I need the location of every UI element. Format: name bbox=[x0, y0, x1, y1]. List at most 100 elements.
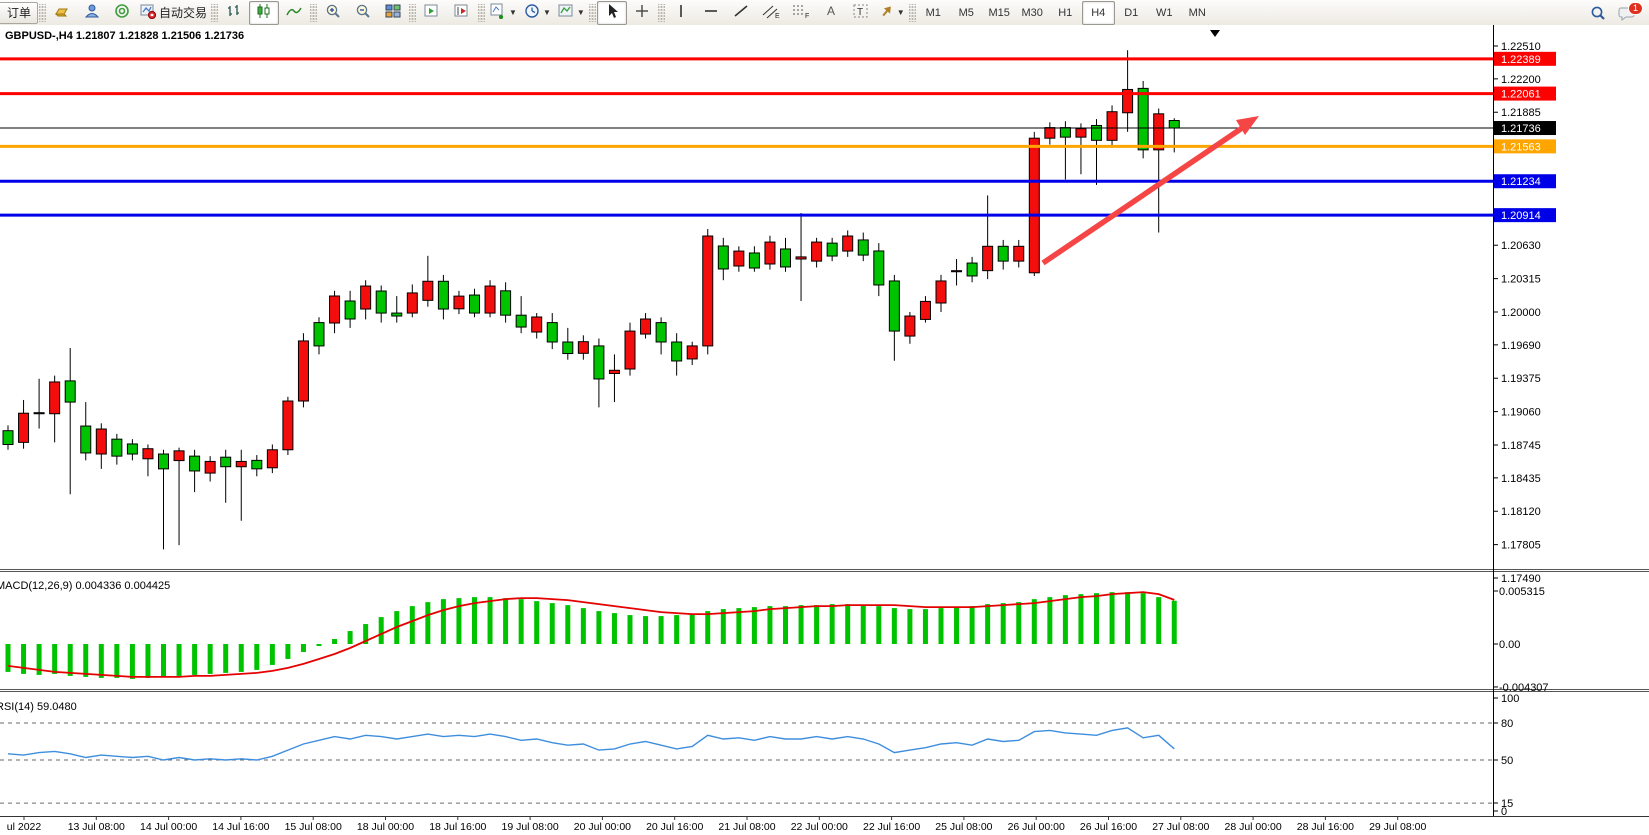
macd-histogram-bar bbox=[922, 609, 928, 644]
rsi-tick-label: 15 bbox=[1501, 798, 1513, 810]
timeframe-h1[interactable]: H1 bbox=[1049, 1, 1082, 25]
chart-back-button[interactable] bbox=[447, 1, 477, 25]
trend-arrow[interactable] bbox=[1041, 121, 1250, 266]
candle-body bbox=[391, 312, 403, 317]
arrows-button[interactable]: ▼ bbox=[876, 1, 908, 25]
candle-body bbox=[624, 330, 636, 370]
price-tick-label: 1.20000 bbox=[1501, 307, 1541, 319]
macd-histogram-bar bbox=[689, 614, 695, 644]
gold-button[interactable] bbox=[47, 1, 77, 25]
timeframe-label: M15 bbox=[988, 6, 1010, 19]
candle-body bbox=[2, 430, 14, 445]
timeframe-m5[interactable]: M5 bbox=[950, 1, 983, 25]
profile-button[interactable] bbox=[77, 1, 107, 25]
macd-histogram-bar bbox=[347, 631, 353, 644]
macd-histogram-bar bbox=[114, 644, 120, 678]
period-clock-button[interactable]: ▼ bbox=[520, 1, 554, 25]
macd-histogram-bar bbox=[52, 644, 58, 674]
rsi-tick-label: 0 bbox=[1501, 806, 1507, 818]
candle-body bbox=[546, 322, 558, 343]
chat-button[interactable]: 1 bbox=[1613, 1, 1643, 25]
cursor-button[interactable] bbox=[596, 0, 627, 25]
macd-histogram-bar bbox=[36, 644, 42, 675]
candle-body bbox=[997, 245, 1009, 262]
candle-body bbox=[1028, 137, 1040, 274]
chart-forward-button[interactable] bbox=[417, 1, 447, 25]
macd-histogram-bar bbox=[814, 605, 820, 644]
macd-histogram-bar bbox=[192, 644, 198, 675]
timeframe-mn[interactable]: MN bbox=[1181, 1, 1214, 25]
candle-body bbox=[18, 412, 30, 443]
autotrade-icon bbox=[140, 3, 157, 22]
candle-body bbox=[1106, 111, 1118, 141]
time-tick-label: 18 Jul 00:00 bbox=[357, 821, 414, 830]
bar-chart-button[interactable] bbox=[219, 1, 249, 25]
candle-body bbox=[686, 345, 698, 360]
trendline-button[interactable] bbox=[726, 1, 756, 25]
macd-histogram-bar bbox=[487, 597, 493, 644]
price-tick-label: 1.19690 bbox=[1501, 340, 1541, 352]
macd-histogram-bar bbox=[5, 644, 11, 672]
time-tick-label: 26 Jul 00:00 bbox=[1008, 821, 1065, 830]
toolbar-separator bbox=[478, 3, 486, 22]
label-button[interactable]: T bbox=[846, 1, 876, 25]
macd-histogram-bar bbox=[611, 613, 617, 644]
add-indicator-button[interactable]: ▼ bbox=[486, 1, 520, 25]
candlestick-button[interactable] bbox=[249, 0, 280, 25]
timeframe-label: M30 bbox=[1021, 6, 1043, 19]
candle-body bbox=[1137, 87, 1149, 151]
period-clock-icon bbox=[523, 3, 541, 22]
candle-body bbox=[406, 292, 418, 314]
rsi-tick-label: 50 bbox=[1501, 755, 1513, 767]
zoom-in-button[interactable] bbox=[318, 1, 348, 25]
chart-area[interactable]: 1.22510 1.22200 1.21885 1.20630 1.20315 1.200… bbox=[0, 25, 1649, 833]
crosshair-button[interactable] bbox=[627, 1, 657, 25]
macd-histogram-bar bbox=[1047, 597, 1053, 644]
price-tick-label: 1.18745 bbox=[1501, 440, 1541, 452]
channel-icon: E bbox=[761, 3, 781, 22]
timeframe-m1[interactable]: M1 bbox=[917, 1, 950, 25]
macd-histogram-bar bbox=[472, 597, 477, 644]
timeframe-m15[interactable]: M15 bbox=[983, 1, 1016, 25]
signal-button[interactable] bbox=[107, 1, 137, 25]
candle-body bbox=[515, 314, 527, 328]
candle-body bbox=[1168, 120, 1180, 129]
hline-button[interactable] bbox=[696, 1, 726, 25]
timeframe-label: D1 bbox=[1124, 6, 1139, 19]
trend-arrow-head[interactable] bbox=[1236, 116, 1259, 135]
candle-body bbox=[1122, 88, 1134, 114]
channel-button[interactable]: E bbox=[756, 1, 786, 25]
time-tick-label: 18 Jul 16:00 bbox=[429, 821, 486, 830]
dropdown-caret-icon: ▼ bbox=[576, 8, 585, 17]
template-button[interactable]: ▼ bbox=[554, 1, 588, 25]
macd-histogram-bar bbox=[285, 644, 291, 659]
timeframe-label: MN bbox=[1188, 6, 1206, 19]
new-order-button[interactable]: 订单 bbox=[0, 1, 39, 24]
vline-button[interactable] bbox=[666, 1, 696, 25]
timeframe-m30[interactable]: M30 bbox=[1016, 1, 1049, 25]
timeframe-h4[interactable]: H4 bbox=[1081, 0, 1115, 25]
macd-histogram-bar bbox=[658, 616, 664, 644]
svg-text:T: T bbox=[857, 7, 863, 18]
fibonacci-button[interactable]: F bbox=[786, 1, 816, 25]
zoom-out-button[interactable] bbox=[348, 1, 378, 25]
candle-body bbox=[982, 245, 994, 272]
candle-body bbox=[469, 294, 480, 314]
crosshair-icon bbox=[633, 3, 651, 22]
macd-histogram-bar bbox=[954, 607, 960, 644]
search-button[interactable] bbox=[1583, 1, 1613, 25]
tile-windows-button[interactable] bbox=[378, 1, 408, 25]
macd-histogram-bar bbox=[549, 603, 555, 644]
macd-histogram-bar bbox=[798, 605, 804, 644]
time-tick-label: 28 Jul 16:00 bbox=[1297, 821, 1354, 830]
timeframe-d1[interactable]: D1 bbox=[1115, 1, 1148, 25]
chart-shift-marker-icon[interactable] bbox=[1210, 30, 1220, 37]
timeframe-w1[interactable]: W1 bbox=[1148, 1, 1181, 25]
candle-body bbox=[95, 428, 107, 455]
macd-histogram-bar bbox=[534, 601, 540, 644]
autotrade-button[interactable]: 自动交易 bbox=[137, 1, 210, 25]
text-button[interactable]: A bbox=[816, 1, 846, 25]
candle-body bbox=[717, 245, 729, 270]
macd-histogram-bar bbox=[751, 607, 757, 644]
line-chart-button[interactable] bbox=[279, 1, 309, 25]
